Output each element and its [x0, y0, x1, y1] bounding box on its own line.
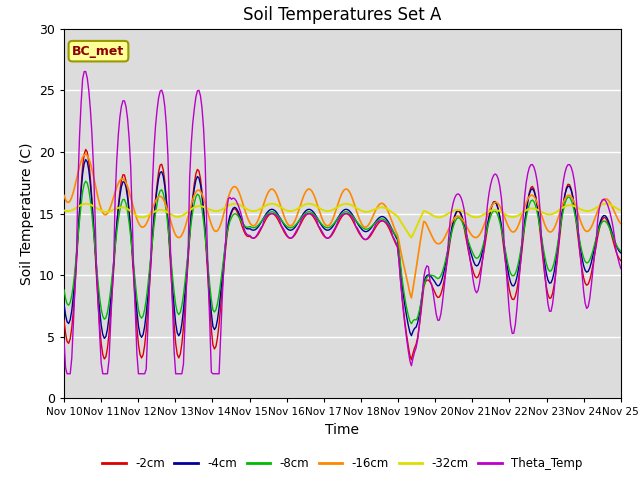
Y-axis label: Soil Temperature (C): Soil Temperature (C)	[20, 143, 33, 285]
Legend: -2cm, -4cm, -8cm, -16cm, -32cm, Theta_Temp: -2cm, -4cm, -8cm, -16cm, -32cm, Theta_Te…	[97, 452, 588, 475]
X-axis label: Time: Time	[325, 423, 360, 437]
Title: Soil Temperatures Set A: Soil Temperatures Set A	[243, 6, 442, 24]
Text: BC_met: BC_met	[72, 45, 125, 58]
